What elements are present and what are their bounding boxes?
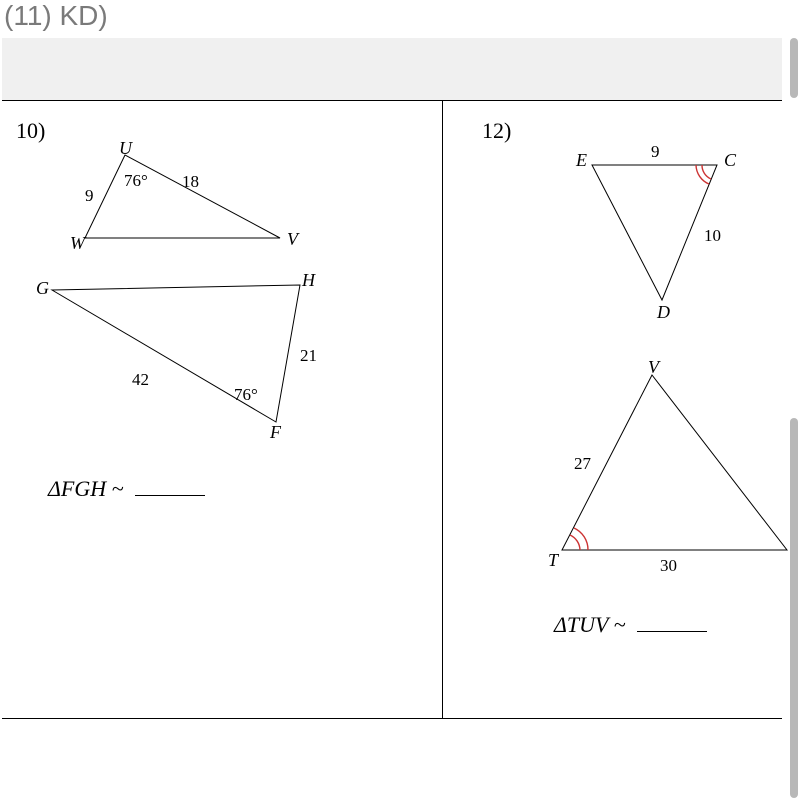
problem-12-figure: E C D 9 10 V T 27 30 [462,110,792,620]
side-hf-value: 21 [300,346,317,366]
worksheet-area: 10) U W V 9 18 76° G H F 42 21 76° ΔFGH … [2,100,782,720]
side-ec-value: 9 [651,142,660,162]
triangle-ecd [592,165,717,300]
vertex-c: C [724,150,736,171]
vertex-e: E [576,150,587,171]
triangle-vtu [562,375,787,550]
problem-10-figure: U W V 9 18 76° G H F 42 21 76° [2,110,442,490]
vertex-g: G [36,278,49,299]
vertex-t: T [548,550,558,571]
answer-blank-10[interactable] [135,495,205,496]
angle-arc-c-1 [702,165,711,179]
triangle-ghf [52,285,300,422]
header-fragment: (11) KD) [4,0,108,32]
scrollbar-thumb-top[interactable] [790,38,798,98]
vertex-d: D [657,302,670,323]
side-tu-value: 30 [660,556,677,576]
side-cd-value: 10 [704,226,721,246]
side-uv-value: 18 [182,172,199,192]
answer-line-10: ΔFGH ~ [48,476,205,502]
divider-top [2,100,782,101]
vertex-f: F [270,422,281,443]
angle-f-value: 76° [234,385,258,405]
side-gf-value: 42 [132,370,149,390]
vertex-w: W [70,233,85,254]
vertex-h: H [302,270,315,291]
angle-u-value: 76° [124,171,148,191]
angle-arc-t-1 [570,535,580,550]
triangle-uwv [85,155,280,238]
top-gray-band [2,38,782,100]
divider-vertical [442,100,443,719]
vertex-v: V [287,229,298,250]
side-tv-value: 27 [574,454,591,474]
answer-prefix-10: ΔFGH ~ [48,476,124,501]
divider-bottom [2,718,782,719]
answer-blank-12[interactable] [637,631,707,632]
side-uw-value: 9 [85,186,94,206]
vertex-u: U [119,138,132,159]
vertex-v2: V [648,357,659,378]
answer-line-12: ΔTUV ~ [554,612,707,638]
answer-prefix-12: ΔTUV ~ [554,612,625,637]
